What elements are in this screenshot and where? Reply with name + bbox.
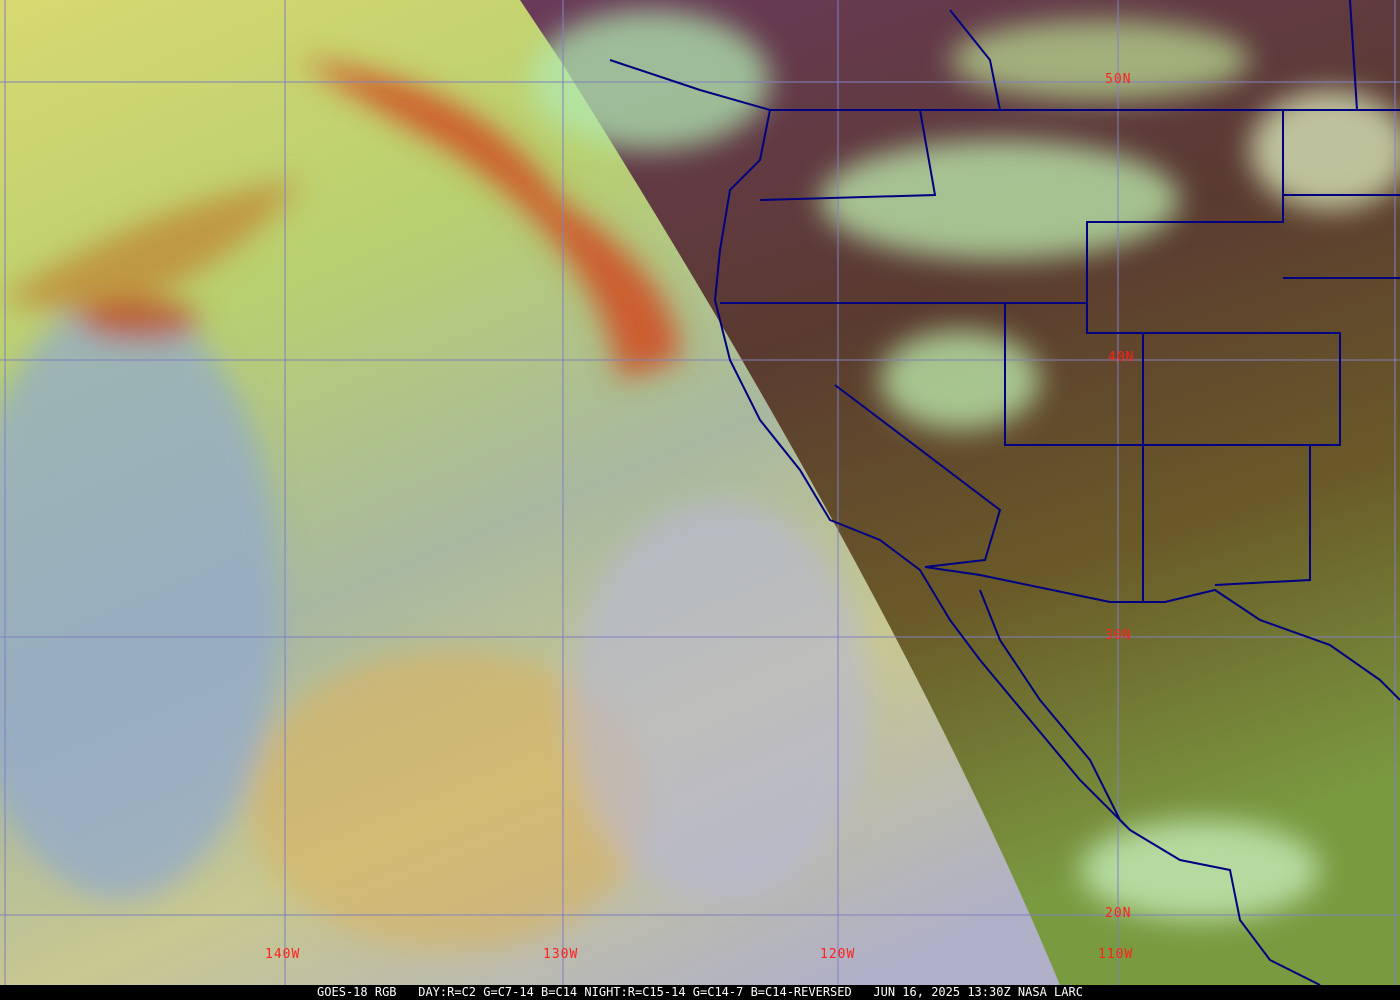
- lat-label-30n: 30N: [1105, 628, 1132, 643]
- caption-day-recipe: DAY:R=C2 G=C7-14 B=C14: [418, 985, 578, 999]
- lat-label-50n: 50N: [1105, 72, 1132, 87]
- caption-satellite: GOES-18 RGB: [317, 985, 397, 999]
- lat-label-40n: 40N: [1108, 350, 1135, 365]
- caption-datetime: JUN 16, 2025 13:30Z: [873, 985, 1011, 999]
- image-caption: GOES-18 RGB DAY:R=C2 G=C7-14 B=C14 NIGHT…: [0, 985, 1400, 1000]
- lon-label-120w: 120W: [820, 947, 856, 962]
- lat-label-20n: 20N: [1105, 906, 1132, 921]
- borders: [609, 0, 1400, 985]
- lon-label-140w: 140W: [265, 947, 301, 962]
- lon-label-110w: 110W: [1098, 947, 1134, 962]
- caption-source: NASA LARC: [1017, 985, 1083, 999]
- lon-label-130w: 130W: [543, 947, 579, 962]
- caption-night-recipe: NIGHT:R=C15-14 G=C14-7 B=C14-REVERSED: [584, 985, 852, 999]
